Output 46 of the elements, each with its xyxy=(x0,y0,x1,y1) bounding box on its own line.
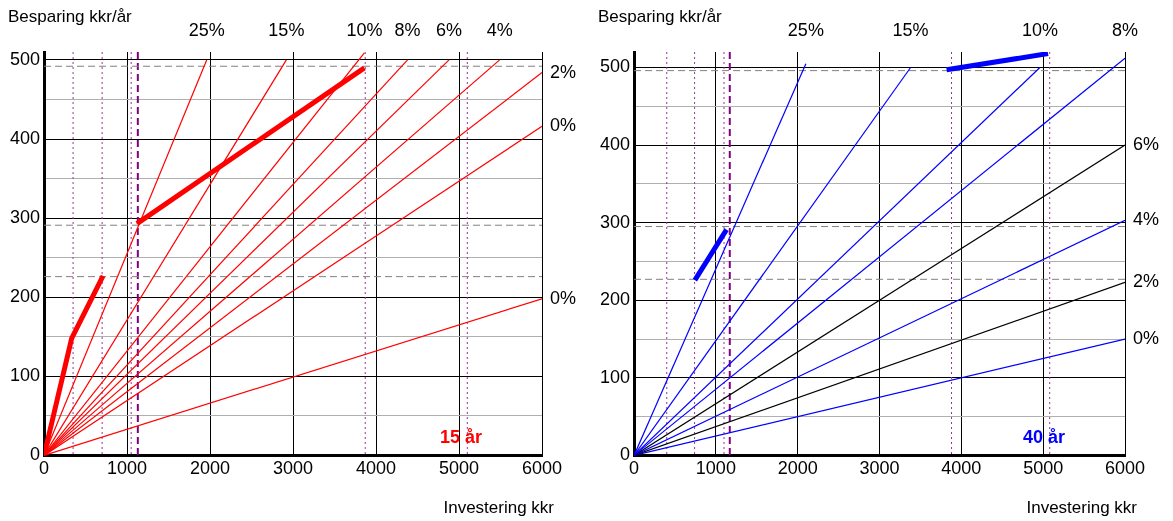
y-tick-label: 500 xyxy=(9,48,41,69)
y-tick-label: 500 xyxy=(599,56,631,77)
series-label: 8% xyxy=(394,19,421,40)
x-axis-title: Investering kkr xyxy=(1026,498,1138,518)
x-tick-label: 4000 xyxy=(941,458,982,479)
x-tick-label: 1000 xyxy=(695,458,736,479)
annotation: 40 år xyxy=(1022,427,1065,448)
x-tick-label: 1000 xyxy=(107,458,148,479)
y-tick-label: 100 xyxy=(599,366,631,387)
x-axis-title: Investering kkr xyxy=(443,498,555,518)
series-label: 6% xyxy=(436,19,463,40)
series-label: 8% xyxy=(1111,19,1139,40)
x-tick-label: 2000 xyxy=(190,458,231,479)
y-tick-label: 400 xyxy=(599,134,631,155)
y-tick-label: 0 xyxy=(30,444,41,465)
x-tick-label: 5000 xyxy=(1023,458,1064,479)
series-label: 15% xyxy=(892,19,929,40)
x-tick-label: 3000 xyxy=(272,458,314,479)
x-tick-label: 2000 xyxy=(777,458,818,479)
series-label: 0% xyxy=(550,287,577,308)
series-label: 4% xyxy=(486,19,513,40)
series-label: 25% xyxy=(188,19,225,40)
x-tick-label: 4000 xyxy=(355,458,397,479)
series-label: 0% xyxy=(550,115,577,136)
y-tick-label: 0 xyxy=(620,444,631,465)
series-label: 0% xyxy=(1133,328,1160,348)
y-tick-label: 300 xyxy=(599,211,631,232)
y-tick-label: 100 xyxy=(9,365,41,386)
x-tick-label: 6000 xyxy=(521,458,563,479)
x-tick-label: 3000 xyxy=(859,458,900,479)
y-tick-label: 400 xyxy=(9,127,41,148)
series-label: 15% xyxy=(268,19,305,40)
y-tick-label: 300 xyxy=(9,207,41,228)
series-label: 10% xyxy=(346,19,383,40)
series-label: 6% xyxy=(1133,134,1160,155)
series-label: 2% xyxy=(550,61,577,82)
series-label: 4% xyxy=(1133,209,1160,230)
y-tick-label: 200 xyxy=(599,289,631,310)
series-label: 2% xyxy=(1133,271,1160,292)
series-label: 10% xyxy=(1021,19,1058,40)
y-axis-title: Besparing kkr/år xyxy=(8,7,133,27)
series-label: 25% xyxy=(787,19,824,40)
x-tick-label: 5000 xyxy=(438,458,480,479)
x-tick-label: 6000 xyxy=(1104,458,1146,479)
y-tick-label: 200 xyxy=(9,286,41,307)
y-axis-title: Besparing kkr/år xyxy=(598,7,723,27)
